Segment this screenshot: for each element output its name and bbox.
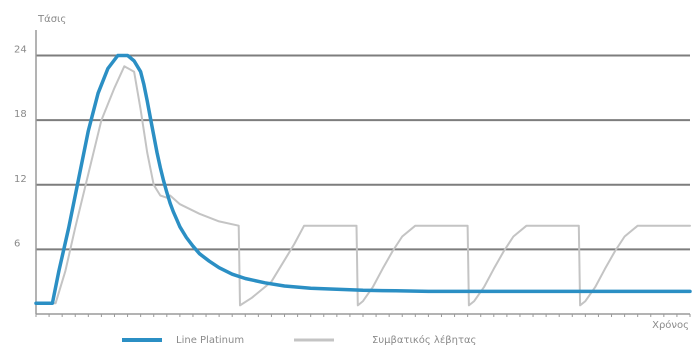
legend-label-2: Συμβατικός λέβητας bbox=[372, 334, 476, 346]
y-tick-label-24: 24 bbox=[14, 45, 27, 56]
axis-layer: 6 12 18 24 bbox=[14, 30, 691, 317]
grid-layer bbox=[36, 54, 690, 251]
series-line-gray bbox=[35, 65, 691, 307]
y-tick-label-12: 12 bbox=[14, 174, 27, 185]
legend-label-1: Line Platinum bbox=[176, 335, 244, 346]
y-tick-label-18: 18 bbox=[14, 109, 27, 120]
y-tick-label-6: 6 bbox=[14, 238, 20, 249]
series-line-blue bbox=[34, 53, 692, 305]
x-axis-label: Χρόνος bbox=[652, 319, 689, 331]
series-layer bbox=[34, 53, 692, 307]
legend: Line Platinum Συμβατικός λέβητας bbox=[122, 334, 476, 346]
y-axis-label: Τάσις bbox=[37, 13, 66, 25]
